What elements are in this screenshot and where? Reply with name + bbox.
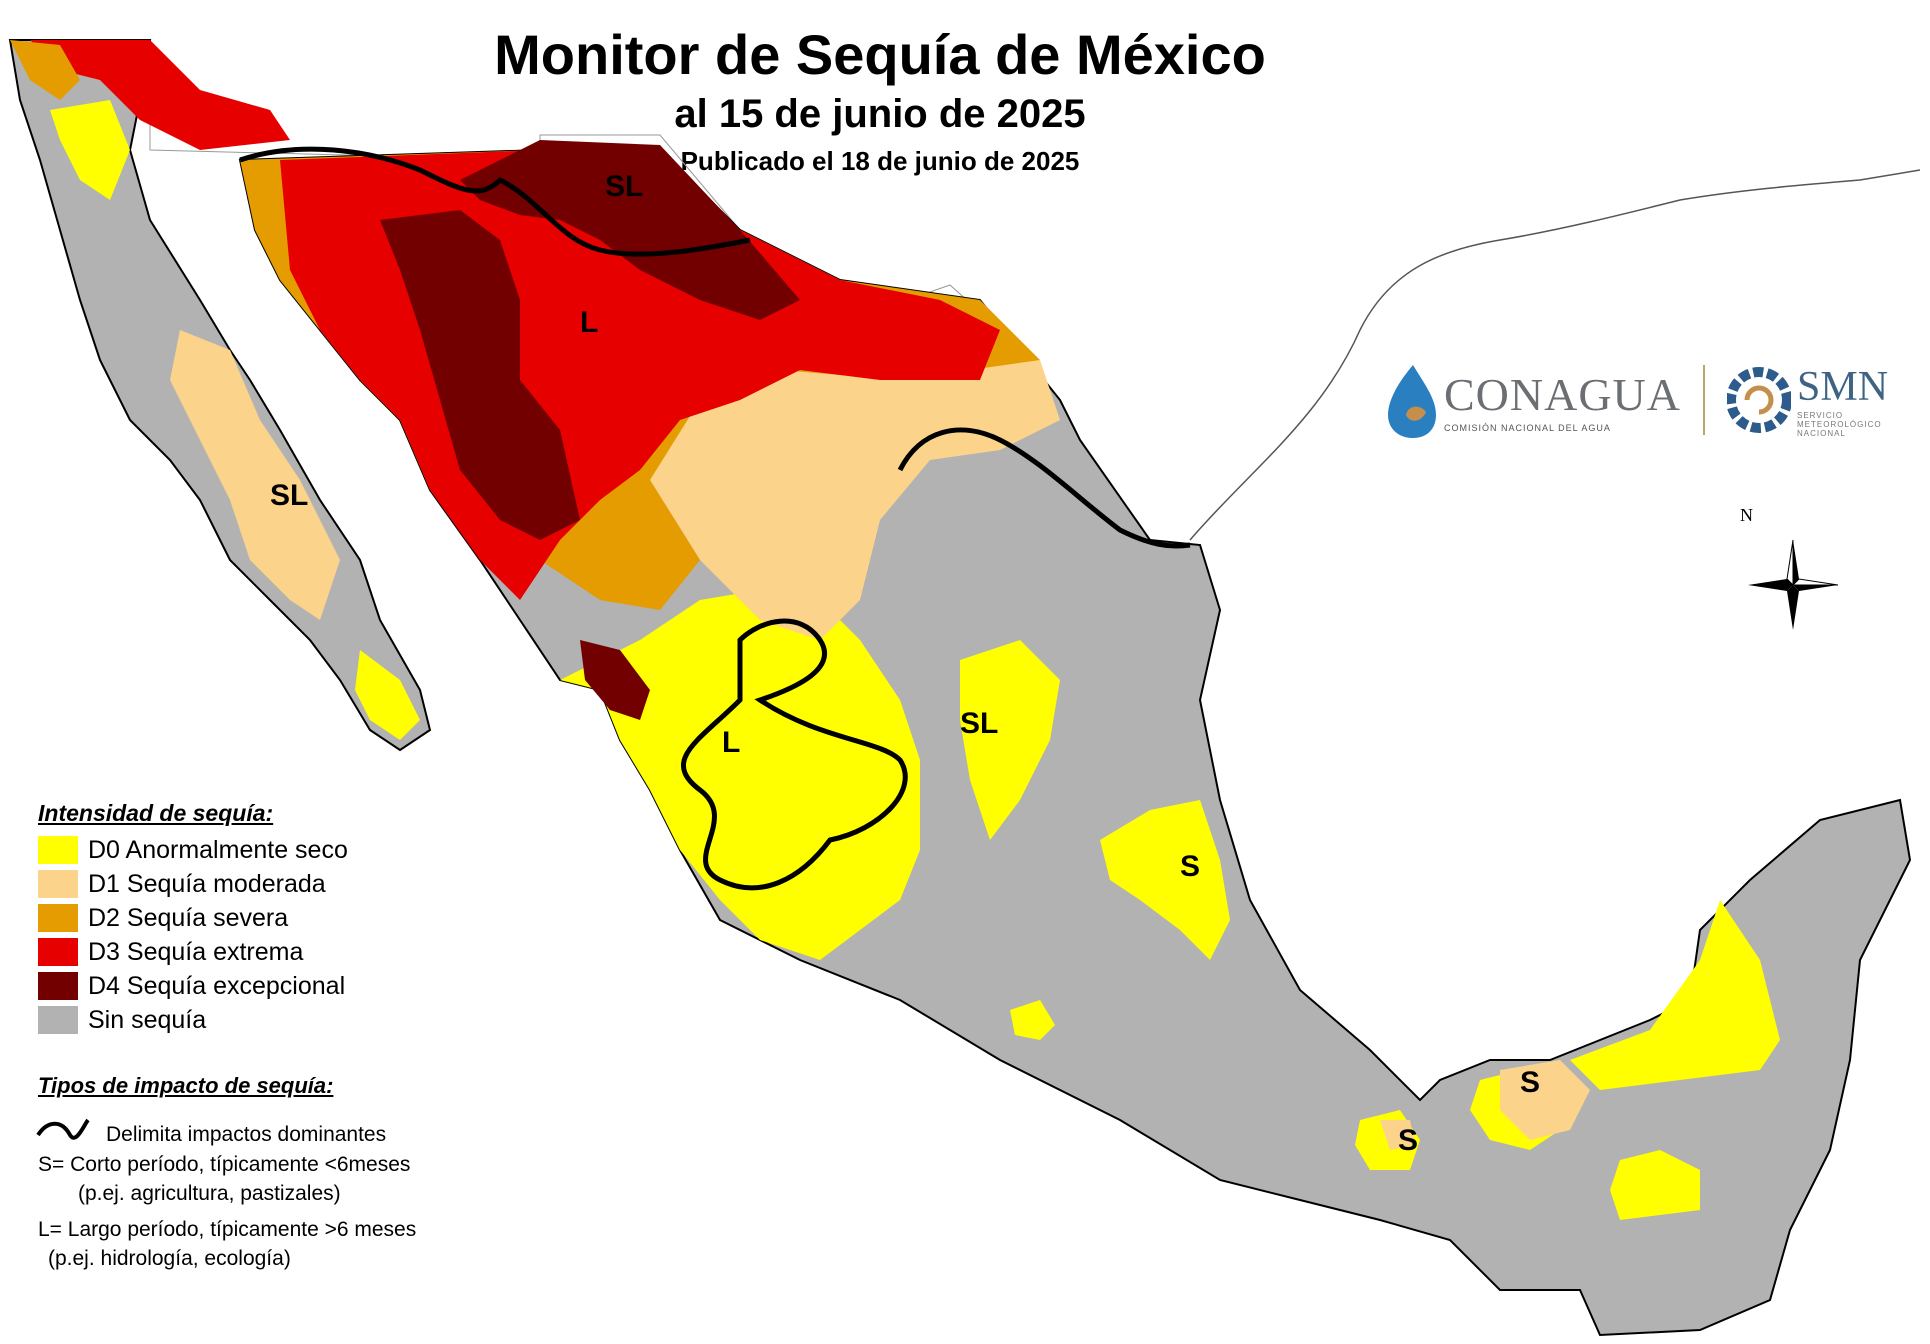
d2-baja-north xyxy=(10,40,80,100)
label-s-campeche: S xyxy=(1520,1066,1540,1099)
legend-swatch-d4 xyxy=(38,972,78,1000)
map-subtitle: al 15 de junio de 2025 xyxy=(674,92,1086,136)
conagua-name: CONAGUA xyxy=(1444,368,1681,420)
d3-northwest-coast xyxy=(30,40,290,150)
legend-label-none: Sin sequía xyxy=(88,1005,207,1034)
d0-northwest-region xyxy=(560,590,920,960)
logos: CONAGUA COMISIÓN NACIONAL DEL AGUA SMN S… xyxy=(1378,360,1888,440)
smn-name: SMN xyxy=(1797,363,1889,410)
legend-item-d4: D4 Sequía excepcional xyxy=(38,969,458,1003)
d0-baja-north xyxy=(50,100,130,200)
legend-swatch-d1 xyxy=(38,870,78,898)
label-sl-baja: SL xyxy=(270,479,308,512)
legend-item-d2: D2 Sequía severa xyxy=(38,901,458,935)
label-l-center: L xyxy=(722,726,740,759)
conagua-text: CONAGUA COMISIÓN NACIONAL DEL AGUA xyxy=(1444,368,1681,433)
compass-north-label: N xyxy=(1740,505,1753,525)
label-s-veracruz: S xyxy=(1180,850,1200,883)
d4-northern-border xyxy=(460,140,800,320)
conagua-logo-icon xyxy=(1388,365,1436,438)
d4-sonora xyxy=(380,210,580,540)
impact-boundary-center xyxy=(680,618,908,891)
legend-label-d3: D3 Sequía extrema xyxy=(88,937,304,966)
smn-subtitle-2: METEOROLÓGICO xyxy=(1797,419,1882,429)
smn-text: SMN SERVICIO METEOROLÓGICO NACIONAL xyxy=(1797,363,1888,438)
d0-jalisco-spot xyxy=(1010,1000,1055,1040)
impact-boundary-north xyxy=(239,146,751,257)
impact-short-example: (p.ej. agricultura, pastizales) xyxy=(78,1182,341,1205)
legend-item-d1: D1 Sequía moderada xyxy=(38,867,458,901)
impact-line-sample-icon xyxy=(36,1118,90,1140)
smn-logo-icon xyxy=(1727,367,1791,433)
label-s-oaxaca: S xyxy=(1398,1124,1418,1157)
conagua-subtitle: COMISIÓN NACIONAL DEL AGUA xyxy=(1444,422,1611,433)
legend-item-d0: D0 Anormalmente seco xyxy=(38,833,458,867)
impact-short-label: S= Corto período, típicamente <6meses xyxy=(38,1153,411,1176)
legend-label-d2: D2 Sequía severa xyxy=(88,903,289,932)
legend-label-d1: D1 Sequía moderada xyxy=(88,869,326,898)
impact-heading: Tipos de impacto de sequía: xyxy=(38,1073,334,1098)
d1-campeche xyxy=(1500,1060,1590,1140)
impact-long-example: (p.ej. hidrología, ecología) xyxy=(48,1247,291,1270)
legend-item-d3: D3 Sequía extrema xyxy=(38,935,458,969)
legend-swatch-d3 xyxy=(38,938,78,966)
map-title: Monitor de Sequía de México xyxy=(494,23,1266,86)
label-sl-center: SL xyxy=(960,707,998,740)
d0-baja-south xyxy=(355,650,420,740)
legend-item-none: Sin sequía xyxy=(38,1003,458,1037)
publication-date: Publicado el 18 de junio de 2025 xyxy=(680,146,1080,176)
impact-boundary-gulf xyxy=(897,427,1191,549)
compass-rose-icon xyxy=(1748,539,1839,630)
legend-heading: Intensidad de sequía: xyxy=(38,800,274,826)
smn-subtitle-1: SERVICIO xyxy=(1797,410,1844,420)
impact-line-label: Delimita impactos dominantes xyxy=(106,1123,387,1146)
d1-baja-south xyxy=(170,330,340,620)
d0-veracruz xyxy=(1100,800,1230,960)
impact-long-label: L= Largo período, típicamente >6 meses xyxy=(38,1218,417,1241)
label-l-north: L xyxy=(580,306,598,339)
d1-oaxaca xyxy=(1380,1120,1415,1150)
drought-legend: Intensidad de sequía: D0 Anormalmente se… xyxy=(38,800,458,1037)
d0-yucatan xyxy=(1570,900,1780,1090)
legend-swatch-none xyxy=(38,1006,78,1034)
smn-subtitle-3: NACIONAL xyxy=(1797,428,1846,438)
legend-swatch-d2 xyxy=(38,904,78,932)
d0-san-luis xyxy=(960,640,1060,840)
d4-sinaloa xyxy=(580,640,650,720)
legend-label-d4: D4 Sequía excepcional xyxy=(88,971,346,1000)
legend-swatch-d0 xyxy=(38,836,78,864)
legend-label-d0: D0 Anormalmente seco xyxy=(88,835,348,864)
logo-divider xyxy=(1703,365,1705,435)
d0-chiapas-east xyxy=(1610,1150,1700,1220)
us-gulf-coastline xyxy=(1189,169,1921,541)
label-sl-north: SL xyxy=(605,170,643,203)
